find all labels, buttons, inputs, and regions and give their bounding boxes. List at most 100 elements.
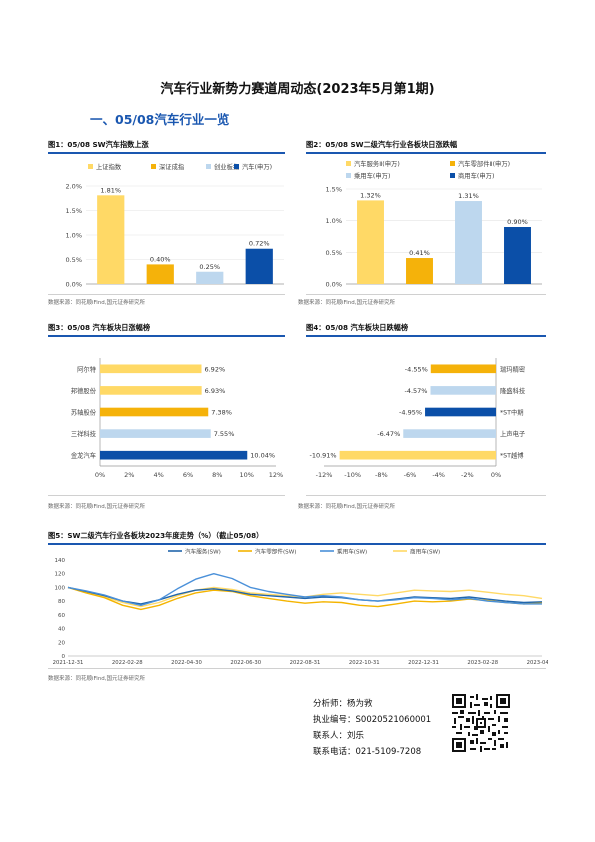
bar-3 [245,248,273,284]
figure-4-divider [306,495,546,496]
figure-3-source: 数据来源：同花顺iFind,国元证券研究所 [48,504,146,510]
category-label: 上声电子 [500,429,525,438]
legend-label: 深证成指 [159,162,185,171]
figure-5-title: 图5：SW二级汽车行业各板块2023年度走势（%）（截止05/08） [48,531,264,540]
bar-4 [339,450,496,460]
bar-data-label: -4.57% [404,387,427,395]
bar-1 [100,386,202,395]
category-label: 瑞玛精密 [500,364,526,373]
y-tick-label: 80 [58,599,65,605]
y-tick-label: 120 [55,572,66,578]
x-tick-label: 2023-02-28 [467,660,498,666]
category-label: 隆盛科技 [500,386,526,395]
legend-label: 商用车(申万) [458,171,494,180]
y-tick-label: 1.0% [325,217,342,225]
legend-swatch-3 [234,164,239,169]
bar-data-label: 1.32% [360,191,381,199]
x-tick-label: 10% [239,471,253,479]
figure-3-rule [48,335,285,337]
figure-3-chart: 0% 2% 4% 6% 8% 10% 12% 阿尔特 6.92% 邦德股份 6.93% 苏轴股份 7.3… [71,358,283,479]
bar-data-label: -4.55% [405,365,428,373]
figure-2-divider [306,294,546,295]
x-tick-label: 2021-12-31 [53,660,84,666]
bar-data-label: 0.25% [199,263,220,271]
figure-5-divider [48,668,546,669]
legend-swatch-3 [450,173,455,178]
x-tick-label: 4% [154,471,164,479]
x-tick-label: 2022-04-30 [171,660,202,666]
legend-label: 上证指数 [96,162,122,171]
contact-label: 联系人： [313,731,348,741]
x-tick-label: 8% [212,471,222,479]
figure-1-source: 数据来源：同花顺iFind,国元证券研究所 [48,300,146,306]
x-tick-label: -2% [461,471,474,479]
section-heading: 一、05/08汽车行业一览 [90,112,230,127]
x-tick-label: 2022-02-28 [112,660,143,666]
y-tick-label: 40 [58,627,65,633]
analyst-name: 杨为敩 [347,699,373,709]
bar-3 [403,429,496,438]
legend-label: 汽车零部件Ⅱ(申万) [458,159,510,168]
bar-4 [100,450,248,460]
category-label: 金龙汽车 [71,451,96,460]
page-title: 汽车行业新势力赛道周动态(2023年5月第1期) [160,82,435,97]
bar-2 [196,271,224,284]
legend-label: 商用车(SW) [410,548,440,556]
figure-5-chart: 0 20 40 60 80 100 120 140 2021-12-31 2022-02-28 20… [53,548,548,667]
figure-2-chart: 0.0% 0.5% 1.0% 1.5% 1.32% 0.41% 1.31% 0.90% 汽车服务… [325,159,542,289]
legend-label: 汽车(申万) [242,162,272,171]
contact-name: 刘乐 [347,731,365,741]
bar-0 [430,364,496,374]
bar-data-label: 7.38% [211,409,232,417]
bar-data-label: 1.81% [100,186,121,194]
bar-2 [100,407,209,417]
x-tick-label: -8% [375,471,388,479]
phone-line: 联系电话：021-5109-7208 [313,745,421,757]
x-tick-label: 2022-10-31 [349,660,380,666]
bar-data-label: 0.41% [409,249,430,257]
y-tick-label: 1.5% [65,207,82,215]
bar-data-label: 1.31% [458,192,479,200]
figure-4-title: 图4：05/08 汽车板块日跌幅榜 [306,323,409,332]
category-label: 三祥科技 [71,429,97,438]
y-tick-label: 140 [55,558,66,564]
x-tick-label: -10% [344,471,361,479]
legend-swatch-0 [346,161,351,166]
legend-swatch-2 [346,173,351,178]
bar-0 [97,195,125,284]
qr-code [452,694,510,752]
legend-swatch-1 [450,161,455,166]
category-label: *ST中期 [500,408,524,417]
y-tick-label: 2.0% [65,183,82,191]
legend-swatch-2 [206,164,211,169]
legend-label: 汽车服务Ⅱ(申万) [354,159,400,168]
figure-4-source: 数据来源：同花顺iFind,国元证券研究所 [298,504,396,510]
y-tick-label: 1.5% [325,186,342,194]
x-tick-label: -12% [316,471,333,479]
phone-number: 021-5109-7208 [355,747,422,757]
bar-data-label: 7.55% [214,430,235,438]
y-tick-label: 1.0% [65,232,82,240]
legend-label: 创业板指 [214,162,240,171]
x-tick-label: -4% [432,471,445,479]
figure-2-source: 数据来源：同花顺iFind,国元证券研究所 [298,300,396,306]
analyst-line: 分析师：杨为敩 [313,697,373,709]
figure-1-title: 图1：05/08 SW汽车指数上涨 [48,140,149,149]
figure-3-title: 图3：05/08 汽车板块日涨幅榜 [48,323,151,332]
figure-1-chart: 0.0% 0.5% 1.0% 1.5% 2.0% 1.81% 0.40% 0.25% 0.72%… [65,162,284,289]
x-tick-label: 2022-08-31 [290,660,321,666]
bar-0 [100,364,202,374]
x-tick-label: 2022-12-31 [408,660,439,666]
bar-data-label: 6.93% [205,387,226,395]
bar-data-label: -4.95% [399,409,422,417]
x-tick-label: 0% [95,471,105,479]
category-label: *ST越博 [500,451,524,460]
bar-3 [504,227,531,284]
x-tick-label: 0% [491,471,501,479]
bar-1 [146,264,174,284]
bar-data-label: 6.92% [204,365,225,373]
figure-1-rule [48,152,285,154]
legend-label: 汽车服务(SW) [185,548,221,556]
figure-2-rule [306,152,546,154]
figure-4-chart: -12% -10% -8% -6% -4% -2% 0% 瑞玛精密 -4.55% 隆盛科技 -4.5… [309,358,526,479]
